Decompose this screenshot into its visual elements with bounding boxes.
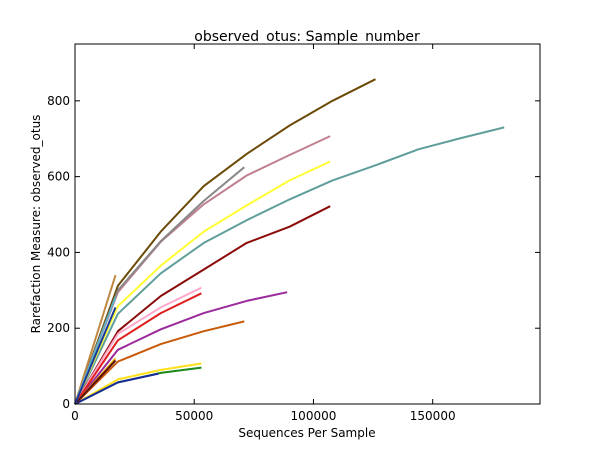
y-axis-label: Rarefaction Measure: observed_otus: [29, 115, 43, 334]
x-axis-ticks: 0 50000 100000 150000: [71, 44, 456, 423]
series-line-17: [74, 307, 117, 405]
series-line-4: [74, 205, 331, 405]
y-tick-label: 600: [47, 170, 70, 184]
y-tick-label: 200: [47, 321, 70, 335]
series-line-7: [74, 286, 202, 405]
series-line-12: [74, 372, 159, 405]
series-line-6: [74, 291, 288, 405]
series-line-9: [74, 320, 245, 405]
x-tick-label: 0: [71, 409, 79, 423]
y-axis-ticks: 0 200 400 600 800: [47, 94, 540, 411]
x-tick-label: 50000: [175, 409, 213, 423]
x-axis-label: Sequences Per Sample: [238, 426, 375, 440]
series-line-10: [74, 362, 202, 405]
chart-title: observed_otus: Sample_number: [194, 29, 420, 45]
y-tick-label: 400: [47, 245, 70, 259]
series-line-0: [74, 78, 376, 405]
y-tick-label: 800: [47, 94, 70, 108]
series-layer: [74, 78, 505, 405]
x-tick-label: 150000: [410, 409, 456, 423]
y-tick-label: 0: [62, 397, 70, 411]
series-line-3: [74, 160, 331, 405]
series-line-1: [74, 126, 505, 405]
x-tick-label: 100000: [291, 409, 337, 423]
series-line-8: [74, 292, 202, 405]
series-line-14: [74, 359, 117, 405]
series-line-15: [74, 274, 117, 405]
plot-frame: [74, 43, 541, 405]
